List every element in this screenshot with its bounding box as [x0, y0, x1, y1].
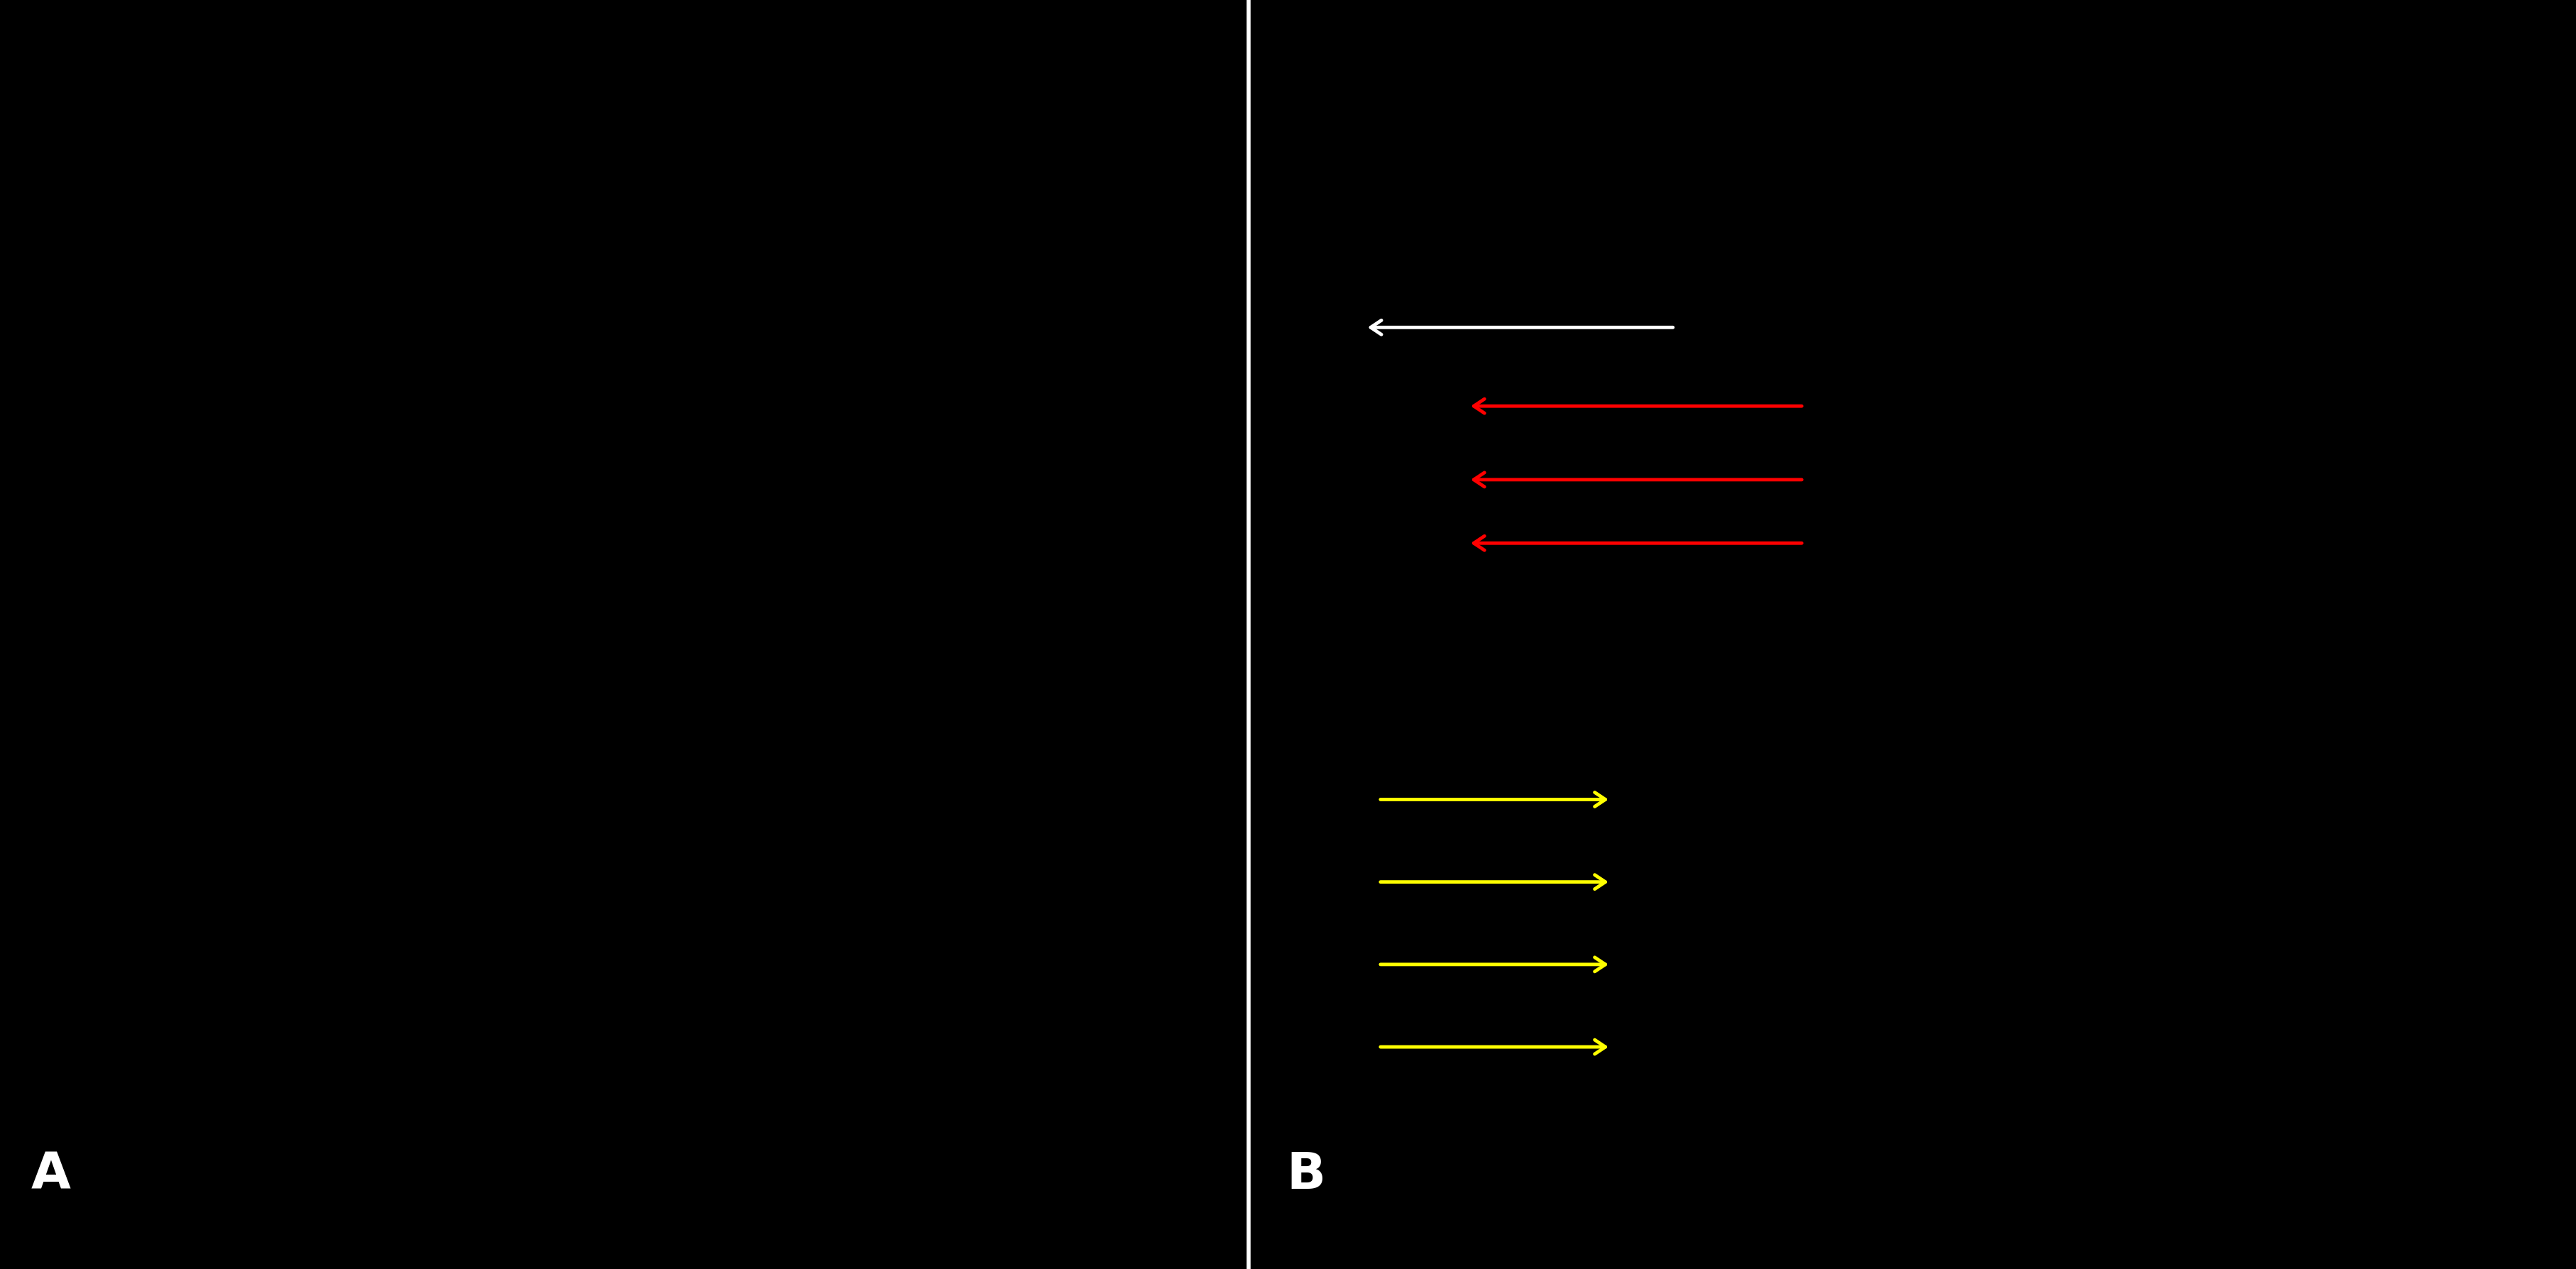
Text: B: B	[1285, 1150, 1327, 1199]
Text: A: A	[31, 1150, 70, 1199]
